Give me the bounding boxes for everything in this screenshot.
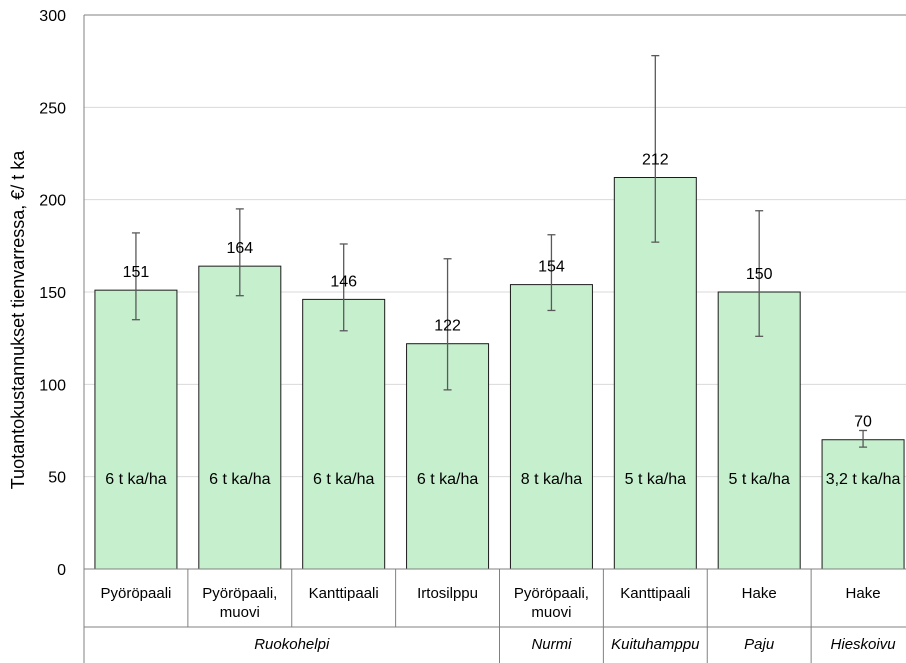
bar (302, 298, 386, 570)
group-label: Ruokohelpi (254, 636, 330, 653)
y-axis-title: Tuotantokustannukset tienvarressa, €/ t … (8, 150, 28, 490)
data-label: 154 (538, 259, 565, 276)
yield-label: 6 t ka/ha (417, 471, 478, 488)
error-bars (131, 54, 868, 448)
data-label: 212 (642, 152, 669, 169)
y-tick-label: 250 (39, 100, 66, 117)
yield-label: 5 t ka/ha (625, 471, 686, 488)
y-tick-label: 100 (39, 377, 66, 394)
y-tick-label: 200 (39, 193, 66, 210)
y-tick-label: 50 (48, 470, 66, 487)
yield-label: 8 t ka/ha (521, 471, 582, 488)
y-tick-labels: 0 50 100 150 200 250 300 (39, 8, 66, 579)
group-labels: Ruokohelpi Nurmi Kuituhamppu Paju Hieskoivu (254, 627, 896, 663)
data-label: 151 (123, 264, 150, 281)
yield-label: 5 t ka/ha (729, 471, 790, 488)
yield-labels: 6 t ka/ha 6 t ka/ha 6 t ka/ha 6 t ka/ha 8 t … (105, 471, 900, 488)
group-label: Paju (744, 636, 775, 653)
bar (198, 265, 282, 570)
yield-label: 6 t ka/ha (209, 471, 270, 488)
bars (94, 177, 905, 570)
group-label: Nurmi (531, 636, 572, 653)
group-label: Hieskoivu (831, 636, 897, 653)
bar (509, 284, 593, 570)
category-labels: Pyöröpaali Pyöröpaali, muovi Kanttipaali Irt… (100, 585, 880, 621)
data-label: 164 (226, 240, 253, 257)
y-tick-label: 0 (57, 562, 66, 579)
data-label: 150 (746, 266, 773, 283)
yield-label: 6 t ka/ha (313, 471, 374, 488)
x-tick-label: Irtosilppu (417, 585, 478, 602)
data-label: 70 (854, 414, 872, 431)
x-tick-label: muovi (220, 604, 260, 621)
bar (717, 291, 801, 570)
yield-label: 3,2 t ka/ha (826, 471, 901, 488)
x-tick-label: Pyöröpaali (100, 585, 171, 602)
x-tick-label: Pyöröpaali, (202, 585, 277, 602)
bar (94, 289, 178, 570)
value-labels: 151 164 146 122 154 212 150 70 (123, 152, 872, 431)
data-label: 122 (434, 318, 461, 335)
group-label: Kuituhamppu (611, 636, 700, 653)
yield-label: 6 t ka/ha (105, 471, 166, 488)
x-tick-label: muovi (531, 604, 571, 621)
x-tick-label: Hake (846, 585, 881, 602)
x-tick-label: Hake (742, 585, 777, 602)
data-label: 146 (330, 273, 357, 290)
x-tick-label: Pyöröpaali, (514, 585, 589, 602)
bar (821, 439, 905, 570)
x-tick-label: Kanttipaali (309, 585, 379, 602)
y-tick-label: 150 (39, 285, 66, 302)
x-tick-label: Kanttipaali (620, 585, 690, 602)
y-tick-label: 300 (39, 8, 66, 25)
